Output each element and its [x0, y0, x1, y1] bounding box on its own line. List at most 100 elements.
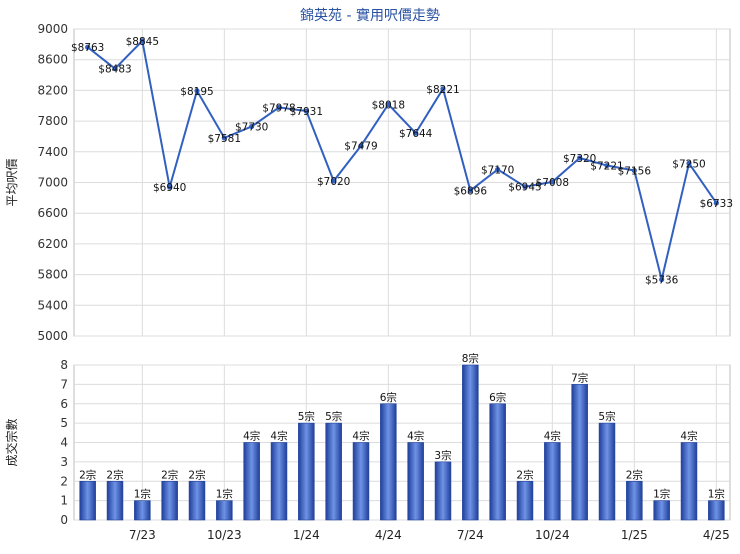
count-data-label: 2宗 [79, 468, 96, 481]
line-y-tick-label: 8600 [37, 53, 68, 67]
bar-y-tick-label: 0 [60, 513, 68, 527]
count-bar [270, 442, 288, 521]
x-tick-label: 1/25 [621, 528, 648, 542]
count-bar [325, 422, 342, 521]
count-bar [216, 500, 233, 521]
bar-panel: 0 1 2 3 4 5 6 7 8 7/23 10/23 1/24 4/24 7/24 10/24 1/25 4… [4, 352, 731, 542]
price-point [167, 184, 173, 190]
price-point [631, 167, 637, 174]
count-bar [106, 480, 124, 521]
line-y-tick-label: 5000 [37, 329, 68, 343]
price-data-label: $6940 [153, 182, 186, 194]
price-point [385, 101, 391, 107]
bar-y-tick-label: 2 [60, 474, 68, 488]
price-point [577, 155, 583, 161]
count-bar [680, 442, 698, 521]
line-y-tick-label: 6600 [37, 206, 68, 220]
price-data-label: $7644 [399, 128, 433, 140]
x-tick-label: 1/24 [293, 528, 320, 542]
bar-y-axis-label: 成交宗數 [4, 418, 19, 466]
price-point [549, 179, 555, 185]
price-data-label: $5736 [645, 275, 679, 287]
line-y-tick-label: 5800 [37, 268, 68, 282]
count-bar [571, 384, 588, 521]
price-data-label: $6896 [454, 185, 488, 197]
count-data-label: 5宗 [298, 410, 315, 423]
count-bar [708, 500, 725, 521]
price-data-label: $7250 [672, 158, 705, 170]
price-data-label: $7320 [563, 153, 596, 165]
count-bar [462, 364, 479, 521]
price-point [221, 135, 227, 141]
price-point [85, 44, 91, 50]
count-data-label: 1宗 [216, 488, 233, 501]
line-y-tick-label: 8200 [37, 83, 68, 97]
line-y-tick-label: 7400 [37, 145, 68, 159]
count-bar [243, 442, 260, 521]
line-panel: 5000 5400 5800 6200 6600 7000 7400 7800 8200 8600… [5, 22, 733, 343]
line-y-axis-label: 平均呎價 [5, 158, 19, 206]
count-data-label: 4宗 [680, 430, 697, 443]
price-data-label: $8221 [426, 84, 459, 96]
price-data-label: $8763 [71, 42, 104, 54]
x-tick-label: 10/24 [535, 528, 570, 542]
count-data-label: 4宗 [243, 430, 260, 443]
price-data-label: $7931 [290, 106, 323, 118]
count-data-label: 5宗 [598, 410, 615, 423]
count-data-label: 1宗 [653, 488, 670, 501]
line-y-tick-label: 9000 [37, 22, 68, 36]
chart-title: 錦英苑 - 實用呎價走勢 [300, 7, 440, 24]
price-point [358, 143, 364, 149]
price-data-label: $7156 [618, 166, 652, 178]
price-data-label: $7479 [344, 141, 377, 153]
bar-y-tick-label: 5 [60, 416, 68, 430]
x-tick-label: 7/24 [457, 528, 484, 542]
count-bar [407, 442, 424, 521]
count-data-label: 6宗 [380, 391, 397, 404]
count-bar [352, 442, 370, 521]
price-data-label: $8195 [180, 86, 213, 98]
price-point [276, 104, 282, 111]
price-data-label: $7020 [317, 176, 350, 188]
count-data-label: 2宗 [188, 468, 205, 481]
price-data-label: $6733 [700, 198, 733, 210]
price-data-label: $8483 [98, 64, 131, 76]
count-bar [626, 480, 643, 521]
count-data-label: 3宗 [434, 449, 451, 462]
bar-y-tick-label: 6 [60, 397, 68, 411]
price-data-label: $8018 [372, 99, 405, 111]
bar-y-tick-label: 1 [60, 494, 68, 508]
count-data-label: 6宗 [489, 391, 506, 404]
count-bar [598, 422, 616, 521]
price-data-label: $7581 [208, 133, 241, 145]
price-point [604, 162, 610, 169]
count-bar [434, 461, 452, 521]
price-point [139, 38, 145, 44]
count-bar [161, 480, 178, 521]
count-data-label: 1宗 [134, 488, 151, 501]
count-bar [380, 403, 397, 521]
count-data-label: 1宗 [708, 488, 725, 501]
count-bar [188, 480, 206, 521]
line-y-tick-label: 6200 [37, 237, 68, 251]
line-y-tick-label: 5400 [37, 298, 68, 312]
count-data-label: 2宗 [106, 468, 123, 481]
price-series-line [87, 38, 718, 280]
x-tick-label: 4/25 [703, 528, 730, 542]
count-bar [516, 480, 534, 521]
price-point [413, 130, 419, 136]
price-point [495, 166, 501, 173]
count-bar [544, 442, 561, 521]
x-tick-label: 4/24 [375, 528, 402, 542]
price-point [522, 184, 528, 190]
price-point [331, 178, 337, 184]
count-data-label: 2宗 [161, 468, 178, 481]
price-point [659, 276, 665, 283]
price-point [112, 66, 118, 72]
count-data-label: 5宗 [325, 410, 342, 423]
price-point [440, 86, 446, 92]
price-point [713, 200, 719, 206]
bar-y-tick-label: 8 [60, 358, 68, 372]
